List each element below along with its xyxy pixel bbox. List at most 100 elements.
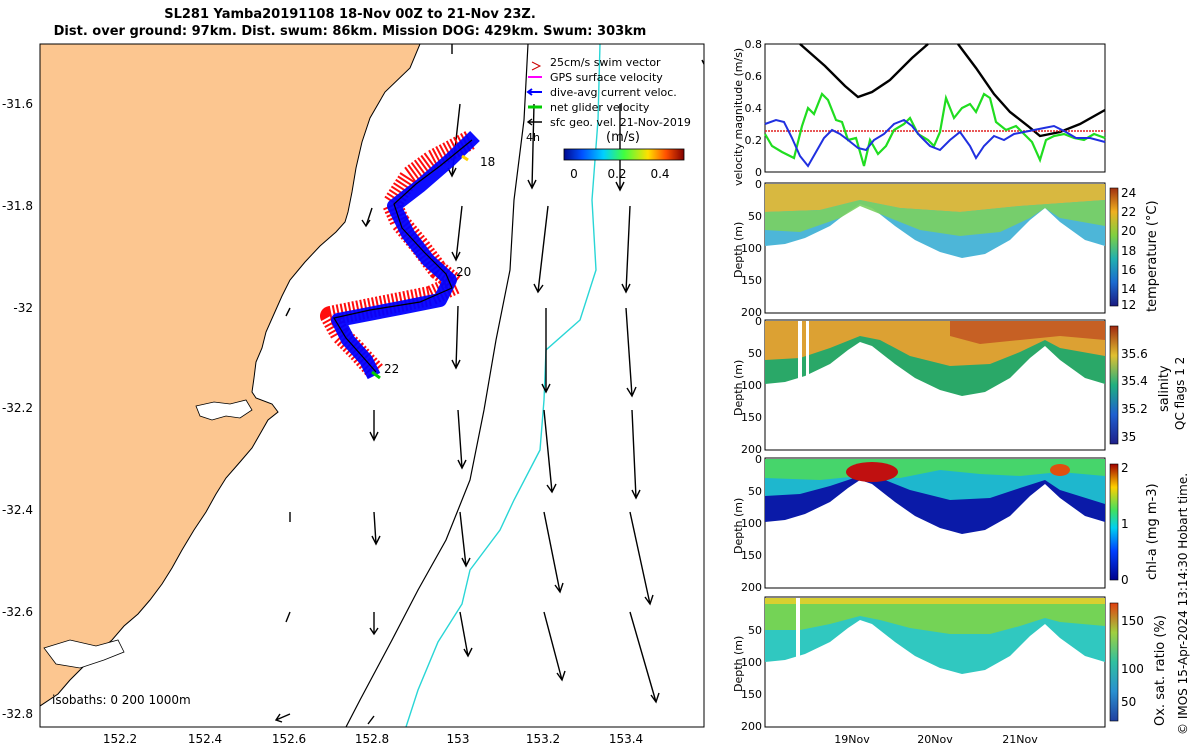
oxygen-colorbar bbox=[1109, 602, 1119, 722]
estuary-south bbox=[43, 639, 125, 669]
lon-tick: 152.8 bbox=[355, 732, 389, 746]
chla-clabel: chl-a (mg m-3) bbox=[1145, 483, 1160, 580]
estuary bbox=[195, 399, 253, 421]
vel-tick: 0.2 bbox=[745, 134, 763, 147]
depth-tick: 50 bbox=[748, 347, 762, 360]
oxygen-upper bbox=[765, 598, 1105, 634]
chla-ylabel: Depth (m) bbox=[732, 498, 745, 554]
lat-tick: -32.8 bbox=[2, 707, 33, 721]
lon-tick: 153.4 bbox=[609, 732, 643, 746]
depth-tick: 50 bbox=[748, 624, 762, 637]
temp-cbar-tick: 24 bbox=[1121, 186, 1136, 200]
legend-4h: 4h bbox=[526, 131, 540, 144]
temperature-panel: 0 50 100 150 200 Depth (m) 24 22 20 18 1… bbox=[732, 178, 1160, 319]
salinity-panel: 0 50 100 150 200 Depth (m) 35.6 35.4 35.… bbox=[732, 315, 1172, 456]
sal-cbar-tick: 35.4 bbox=[1121, 374, 1148, 388]
lat-tick: -32 bbox=[13, 301, 33, 315]
lat-tick: -31.6 bbox=[2, 97, 33, 111]
depth-tick: 50 bbox=[748, 485, 762, 498]
lon-tick: 152.4 bbox=[188, 732, 222, 746]
sal-cbar-tick: 35 bbox=[1121, 430, 1136, 444]
legend-dive: dive-avg current veloc. bbox=[550, 86, 677, 99]
depth-tick: 200 bbox=[741, 581, 762, 594]
lon-tick: 153.2 bbox=[526, 732, 560, 746]
chla-cbar-tick: 0 bbox=[1121, 573, 1129, 587]
depth-tick: 0 bbox=[755, 315, 762, 328]
legend-swim-icon bbox=[531, 61, 542, 71]
temperature-ylabel: Depth (m) bbox=[732, 222, 745, 278]
temp-cbar-tick: 12 bbox=[1121, 298, 1136, 312]
velocity-frame bbox=[764, 43, 1106, 173]
legend-sfc: sfc geo. vel. 21-Nov-2019 bbox=[550, 116, 691, 129]
depth-tick: 150 bbox=[741, 688, 762, 701]
depth-tick: 50 bbox=[748, 210, 762, 223]
chla-panel: 0 50 100 150 200 Depth (m) 2 1 0 chl-a (… bbox=[732, 453, 1160, 594]
salinity-colorbar bbox=[1109, 325, 1119, 445]
depth-tick: 100 bbox=[741, 379, 762, 392]
temp-cbar-tick: 22 bbox=[1121, 205, 1136, 219]
oxy-cbar-tick: 150 bbox=[1121, 614, 1144, 628]
isobath-1000 bbox=[405, 44, 601, 727]
depth-tick: 200 bbox=[741, 720, 762, 733]
vel-tick: 0.6 bbox=[745, 70, 763, 83]
time-tick: 20Nov bbox=[917, 733, 953, 746]
speed-colorbar bbox=[563, 148, 685, 161]
temperature-warm bbox=[765, 184, 1105, 212]
chla-bloom bbox=[846, 462, 898, 482]
lat-tick: -31.8 bbox=[2, 199, 33, 213]
depth-tick: 100 bbox=[741, 656, 762, 669]
temperature-mid bbox=[765, 200, 1105, 236]
lon-tick: 152.6 bbox=[272, 732, 306, 746]
map-frame bbox=[39, 43, 705, 728]
temp-cbar-tick: 20 bbox=[1121, 224, 1136, 238]
velocity-panel: 0.8 0.6 0.4 0.2 0 velocity magnitude (m/… bbox=[732, 38, 1106, 186]
depth-tick: 150 bbox=[741, 549, 762, 562]
legend-net: net glider velocity bbox=[550, 101, 650, 114]
velocity-black-line bbox=[799, 43, 1106, 138]
salinity-clabel: salinity bbox=[1157, 365, 1172, 412]
chla-cbar-tick: 2 bbox=[1121, 461, 1129, 475]
legend-dive-icon bbox=[526, 88, 542, 96]
qc-flags-label: QC flags 1 2 bbox=[1173, 357, 1187, 430]
colorbar-tick: 0 bbox=[570, 167, 578, 181]
salinity-gap bbox=[798, 321, 802, 383]
chla-cbar-tick: 1 bbox=[1121, 517, 1129, 531]
sal-cbar-tick: 35.6 bbox=[1121, 347, 1148, 361]
lon-tick: 153 bbox=[447, 732, 470, 746]
time-tick: 19Nov bbox=[834, 733, 870, 746]
isobath-200 bbox=[345, 44, 529, 727]
oxy-cbar-tick: 100 bbox=[1121, 662, 1144, 676]
vel-tick: 0.4 bbox=[745, 102, 763, 115]
depth-tick: 150 bbox=[741, 411, 762, 424]
isobath-label: isobaths: 0 200 1000m bbox=[52, 693, 191, 707]
oxygen-panel: 50 100 150 200 Depth (m) 150 100 50 Ox. … bbox=[732, 596, 1168, 733]
chla-bloom bbox=[1050, 464, 1070, 476]
map-panel: -31.6 -31.8 -32 -32.2 -32.4 -32.6 -32.8 … bbox=[2, 43, 705, 746]
depth-tick: 0 bbox=[755, 178, 762, 191]
velocity-blue-line bbox=[764, 118, 1106, 168]
depth-tick: 100 bbox=[741, 242, 762, 255]
lat-tick: -32.6 bbox=[2, 605, 33, 619]
legend-swim: 25cm/s swim vector bbox=[550, 56, 661, 69]
oxygen-clabel: Ox. sat. ratio (%) bbox=[1153, 615, 1168, 726]
temp-cbar-tick: 14 bbox=[1121, 282, 1136, 296]
sal-cbar-tick: 35.2 bbox=[1121, 402, 1148, 416]
title-line-1: SL281 Yamba20191108 18-Nov 00Z to 21-Nov… bbox=[164, 7, 536, 22]
oxygen-gap bbox=[796, 598, 800, 658]
lon-tick: 152.2 bbox=[103, 732, 137, 746]
depth-tick: 150 bbox=[741, 274, 762, 287]
chla-colorbar bbox=[1109, 463, 1119, 581]
velocity-green-line bbox=[764, 92, 1106, 167]
colorbar-tick: 0.2 bbox=[607, 167, 626, 181]
time-tick: 21Nov bbox=[1002, 733, 1038, 746]
vel-tick: 0.8 bbox=[745, 38, 763, 51]
legend-gps: GPS surface velocity bbox=[550, 71, 663, 84]
vel-tick: 0 bbox=[755, 166, 762, 179]
oxygen-surface bbox=[765, 598, 1105, 604]
day-label: 20 bbox=[456, 265, 471, 279]
colorbar-tick: 0.4 bbox=[650, 167, 669, 181]
temp-cbar-tick: 18 bbox=[1121, 244, 1136, 258]
depth-tick: 0 bbox=[755, 453, 762, 466]
temperature-colorbar bbox=[1109, 187, 1119, 307]
